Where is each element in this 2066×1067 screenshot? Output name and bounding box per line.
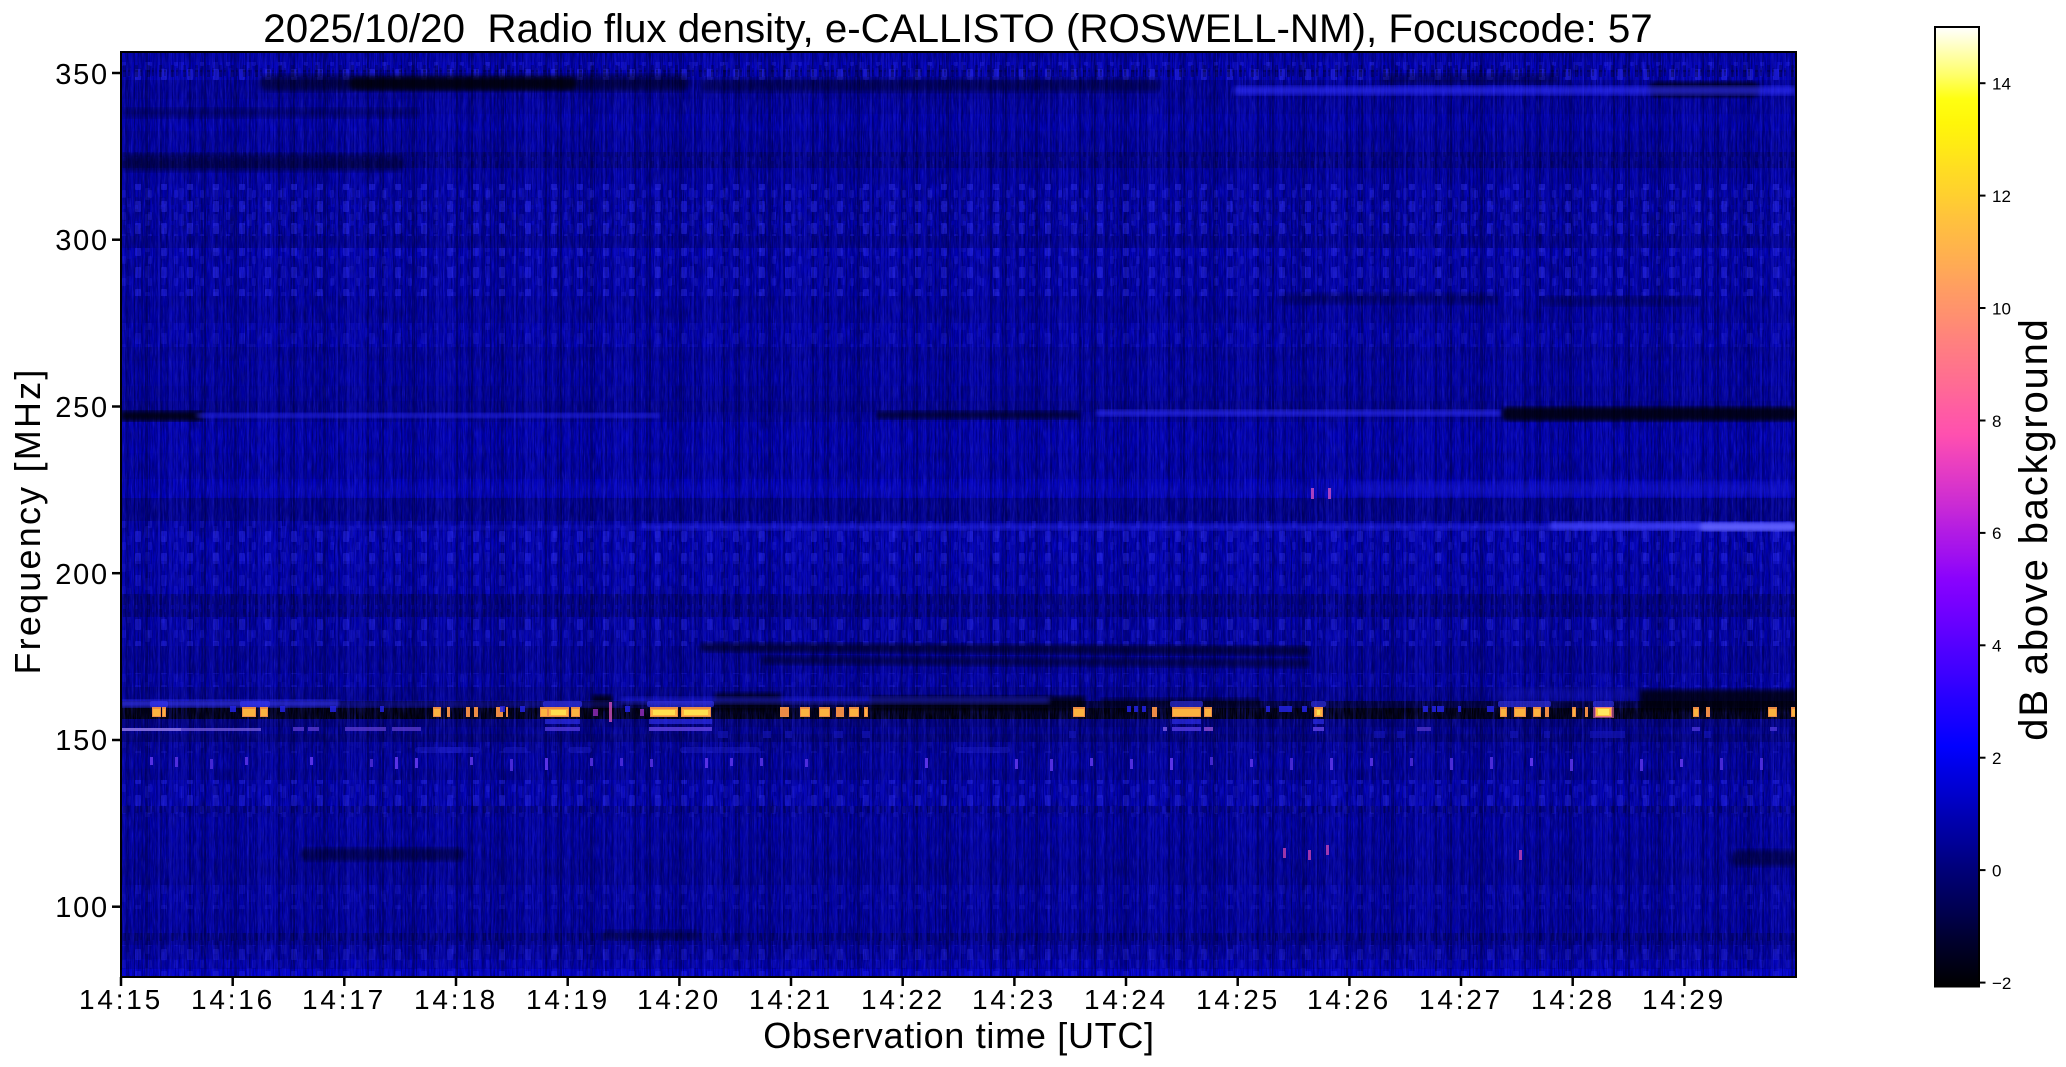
svg-text:−2: −2 xyxy=(1992,974,2011,993)
svg-text:6: 6 xyxy=(1992,524,2001,543)
svg-text:4: 4 xyxy=(1992,637,2001,656)
svg-text:14:17: 14:17 xyxy=(302,984,386,1015)
svg-text:14:28: 14:28 xyxy=(1531,984,1615,1015)
svg-text:14:19: 14:19 xyxy=(526,984,610,1015)
svg-text:14:27: 14:27 xyxy=(1419,984,1503,1015)
svg-text:14:25: 14:25 xyxy=(1196,984,1280,1015)
svg-text:10: 10 xyxy=(1992,299,2011,318)
svg-text:14:22: 14:22 xyxy=(861,984,945,1015)
svg-text:14:26: 14:26 xyxy=(1307,984,1391,1015)
svg-text:12: 12 xyxy=(1992,187,2011,206)
svg-text:Observation time [UTC]: Observation time [UTC] xyxy=(763,1015,1155,1056)
svg-text:2025/10/20 Radio flux density: 2025/10/20 Radio flux density, e-CALLIST… xyxy=(263,6,1652,51)
svg-text:150: 150 xyxy=(55,725,109,757)
svg-text:Frequency [MHz]: Frequency [MHz] xyxy=(7,367,48,674)
svg-text:0: 0 xyxy=(1992,861,2001,880)
svg-text:14: 14 xyxy=(1992,75,2011,94)
svg-text:14:18: 14:18 xyxy=(414,984,498,1015)
svg-text:14:16: 14:16 xyxy=(191,984,275,1015)
svg-text:300: 300 xyxy=(55,225,109,257)
svg-text:14:20: 14:20 xyxy=(637,984,721,1015)
svg-text:350: 350 xyxy=(55,59,109,91)
svg-text:2: 2 xyxy=(1992,749,2001,768)
svg-text:14:24: 14:24 xyxy=(1084,984,1168,1015)
svg-text:14:29: 14:29 xyxy=(1642,984,1726,1015)
svg-text:14:23: 14:23 xyxy=(972,984,1056,1015)
svg-text:14:15: 14:15 xyxy=(79,984,163,1015)
svg-text:8: 8 xyxy=(1992,412,2001,431)
svg-text:250: 250 xyxy=(55,392,109,424)
svg-text:100: 100 xyxy=(55,892,109,924)
svg-text:14:21: 14:21 xyxy=(749,984,833,1015)
svg-text:200: 200 xyxy=(55,559,109,591)
svg-text:dB above background: dB above background xyxy=(2012,317,2056,740)
